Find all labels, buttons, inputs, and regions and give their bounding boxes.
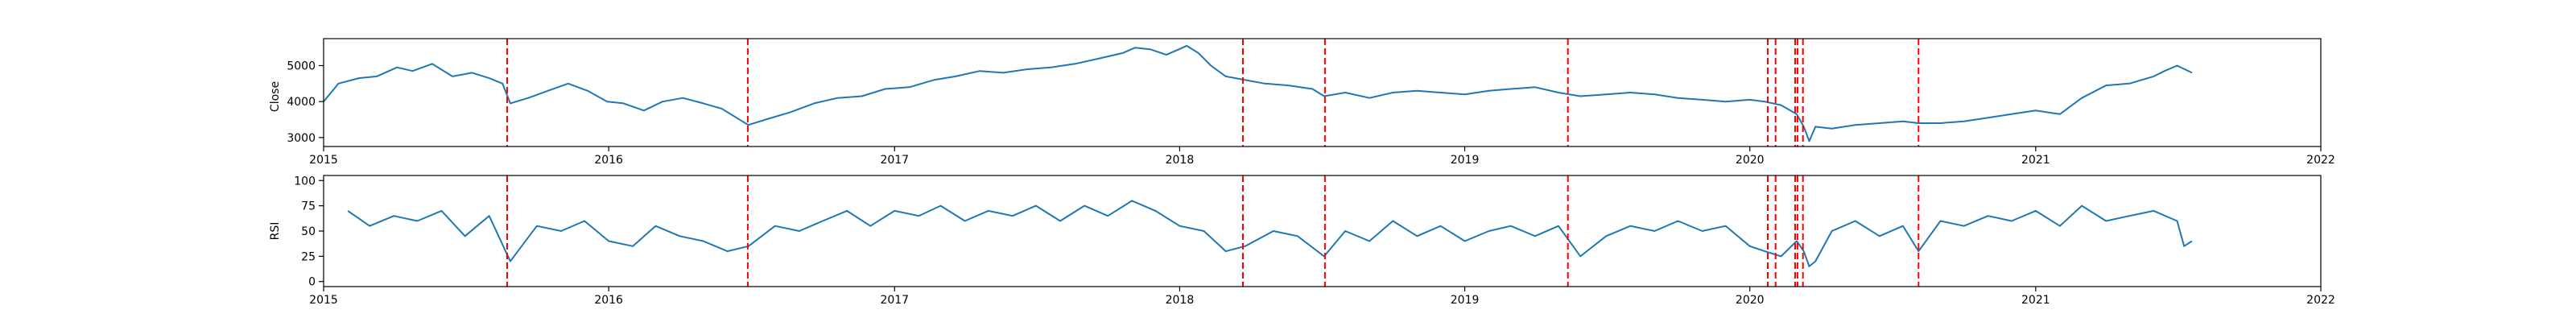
rsi-y-tick-label-4: 100 xyxy=(294,175,316,188)
rsi-y-tick-label-3: 75 xyxy=(301,200,316,213)
close-x-tick-label-7: 2022 xyxy=(2306,154,2335,167)
rsi-x-tick-label-0: 2015 xyxy=(309,294,338,307)
rsi-x-tick-label-5: 2020 xyxy=(1736,294,1765,307)
rsi-x-tick-label-6: 2021 xyxy=(2021,294,2050,307)
close-x-tick-label-5: 2020 xyxy=(1736,154,1765,167)
rsi-y-axis-label: RSI xyxy=(269,222,282,241)
close-x-tick-label-2: 2017 xyxy=(880,154,909,167)
close-price-panel: 2015 2016 2017 2018 2019 2020 2021 2022 3000 4000… xyxy=(269,38,2335,167)
rsi-x-tick-label-2: 2017 xyxy=(880,294,909,307)
close-y-tick-label-1: 4000 xyxy=(287,96,316,109)
rsi-x-tick-label-1: 2016 xyxy=(594,294,623,307)
close-plot-area: 2015 2016 2017 2018 2019 2020 2021 2022 3000 4000… xyxy=(287,38,2335,167)
rsi-y-tick-label-2: 50 xyxy=(301,225,316,238)
close-y-tick-label-2: 5000 xyxy=(287,60,316,73)
close-series-line-0 xyxy=(323,44,2193,142)
rsi-plot-area: 2015 2016 2017 2018 2019 2020 2021 2022 0 25 50 75 1… xyxy=(294,175,2335,307)
close-y-axis-label: Close xyxy=(269,81,282,112)
rsi-panel: 2015 2016 2017 2018 2019 2020 2021 2022 0 25 50 75 1… xyxy=(269,175,2335,307)
close-x-tick-label-6: 2021 xyxy=(2021,154,2050,167)
rsi-y-tick-label-0: 0 xyxy=(308,276,316,289)
rsi-x-tick-label-7: 2022 xyxy=(2306,294,2335,307)
close-x-tick-label-0: 2015 xyxy=(309,154,338,167)
close-x-tick-label-1: 2016 xyxy=(594,154,623,167)
close-y-tick-label-0: 3000 xyxy=(287,132,316,145)
rsi-series-line-0 xyxy=(347,200,2193,267)
close-x-tick-label-3: 2018 xyxy=(1166,154,1195,167)
rsi-y-tick-label-1: 25 xyxy=(301,250,316,263)
close-axes-frame xyxy=(323,38,2322,147)
rsi-x-tick-label-4: 2019 xyxy=(1451,294,1480,307)
close-x-tick-label-4: 2019 xyxy=(1451,154,1480,167)
rsi-x-tick-label-3: 2018 xyxy=(1166,294,1195,307)
